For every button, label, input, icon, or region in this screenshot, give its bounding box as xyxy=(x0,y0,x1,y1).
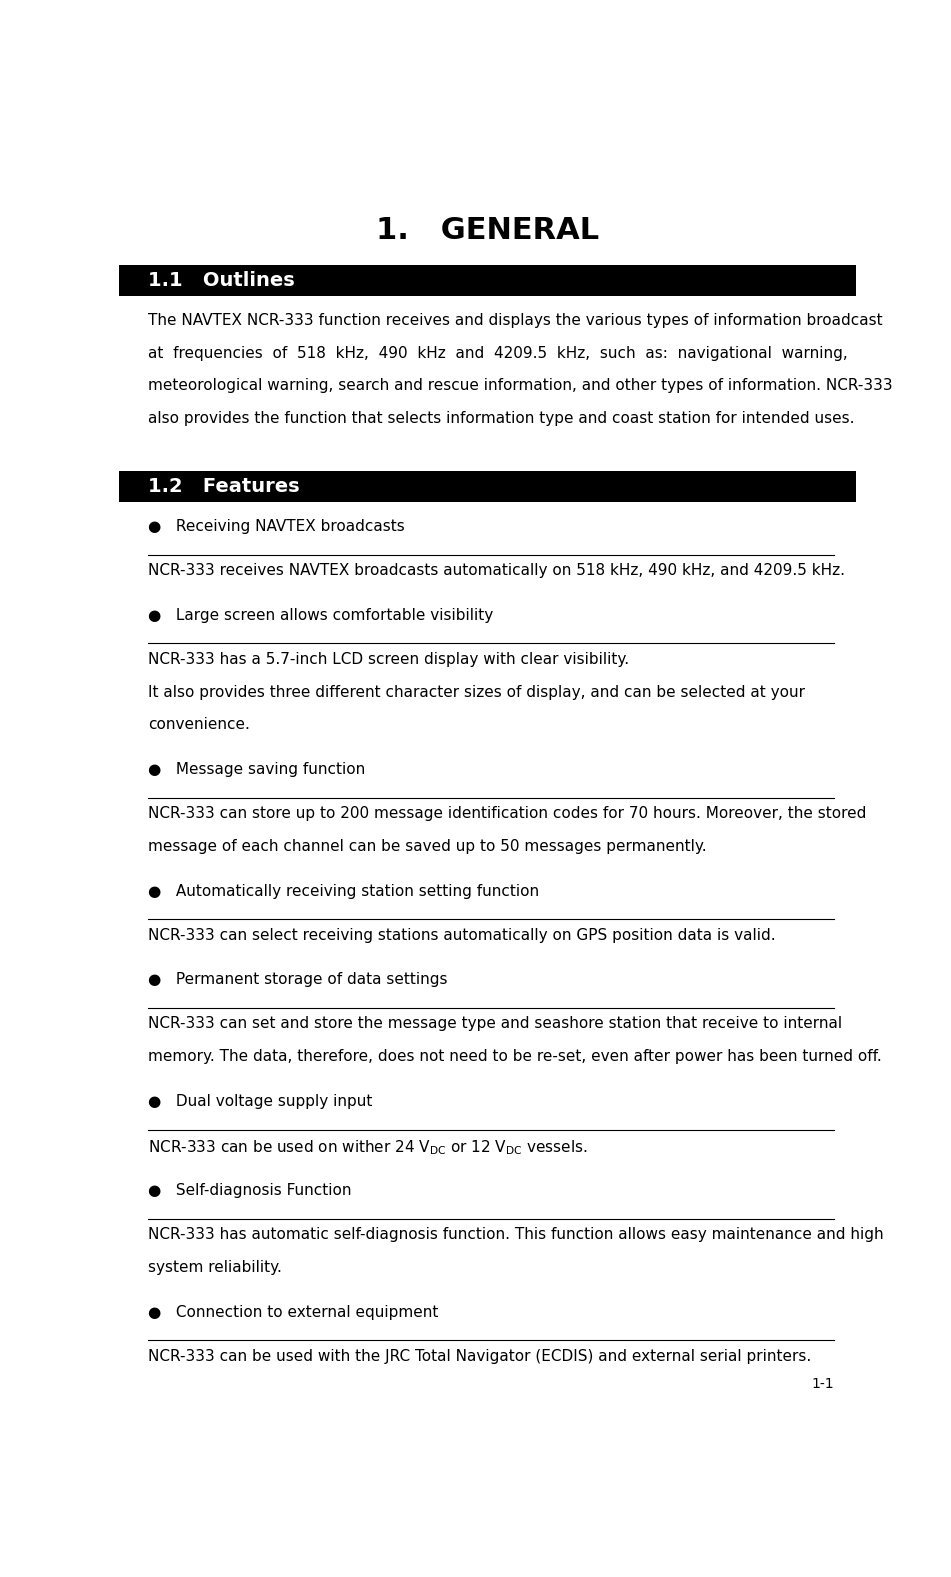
Text: at  frequencies  of  518  kHz,  490  kHz  and  4209.5  kHz,  such  as:  navigati: at frequencies of 518 kHz, 490 kHz and 4… xyxy=(148,345,848,361)
Text: NCR-333 has automatic self-diagnosis function. This function allows easy mainten: NCR-333 has automatic self-diagnosis fun… xyxy=(148,1227,884,1243)
Text: ●   Receiving NAVTEX broadcasts: ● Receiving NAVTEX broadcasts xyxy=(148,519,405,535)
Text: ●   Self-diagnosis Function: ● Self-diagnosis Function xyxy=(148,1183,352,1199)
Text: 1.   GENERAL: 1. GENERAL xyxy=(376,216,599,244)
Text: ●   Dual voltage supply input: ● Dual voltage supply input xyxy=(148,1094,373,1109)
Text: It also provides three different character sizes of display, and can be selected: It also provides three different charact… xyxy=(148,684,805,700)
Text: NCR-333 has a 5.7-inch LCD screen display with clear visibility.: NCR-333 has a 5.7-inch LCD screen displa… xyxy=(148,651,630,667)
Text: meteorological warning, search and rescue information, and other types of inform: meteorological warning, search and rescu… xyxy=(148,378,893,393)
Text: NCR-333 can be used with the JRC Total Navigator (ECDIS) and external serial pri: NCR-333 can be used with the JRC Total N… xyxy=(148,1348,811,1364)
Text: message of each channel can be saved up to 50 messages permanently.: message of each channel can be saved up … xyxy=(148,839,707,853)
Text: NCR-333 can select receiving stations automatically on GPS position data is vali: NCR-333 can select receiving stations au… xyxy=(148,927,776,943)
Text: memory. The data, therefore, does not need to be re-set, even after power has be: memory. The data, therefore, does not ne… xyxy=(148,1049,883,1064)
Text: NCR-333 receives NAVTEX broadcasts automatically on 518 kHz, 490 kHz, and 4209.5: NCR-333 receives NAVTEX broadcasts autom… xyxy=(148,563,845,579)
FancyBboxPatch shape xyxy=(119,265,856,296)
Text: 1.2   Features: 1.2 Features xyxy=(148,476,300,495)
Text: ●   Message saving function: ● Message saving function xyxy=(148,762,365,777)
Text: ●   Permanent storage of data settings: ● Permanent storage of data settings xyxy=(148,973,448,987)
Text: also provides the function that selects information type and coast station for i: also provides the function that selects … xyxy=(148,412,855,426)
Text: The NAVTEX NCR-333 function receives and displays the various types of informati: The NAVTEX NCR-333 function receives and… xyxy=(148,314,883,328)
Text: convenience.: convenience. xyxy=(148,718,250,732)
Text: 1-1: 1-1 xyxy=(811,1377,834,1391)
Text: NCR-333 can set and store the message type and seashore station that receive to : NCR-333 can set and store the message ty… xyxy=(148,1017,843,1031)
Text: ●   Connection to external equipment: ● Connection to external equipment xyxy=(148,1304,438,1320)
Text: ●   Large screen allows comfortable visibility: ● Large screen allows comfortable visibi… xyxy=(148,607,494,623)
Text: NCR-333 can be used on wither 24 $\mathregular{V_{DC}}$ or 12 $\mathregular{V_{D: NCR-333 can be used on wither 24 $\mathr… xyxy=(148,1139,588,1156)
Text: ●   Automatically receiving station setting function: ● Automatically receiving station settin… xyxy=(148,883,539,899)
Text: 1.1   Outlines: 1.1 Outlines xyxy=(148,271,295,290)
Text: system reliability.: system reliability. xyxy=(148,1260,282,1274)
FancyBboxPatch shape xyxy=(119,470,856,501)
Text: NCR-333 can store up to 200 message identification codes for 70 hours. Moreover,: NCR-333 can store up to 200 message iden… xyxy=(148,806,866,822)
